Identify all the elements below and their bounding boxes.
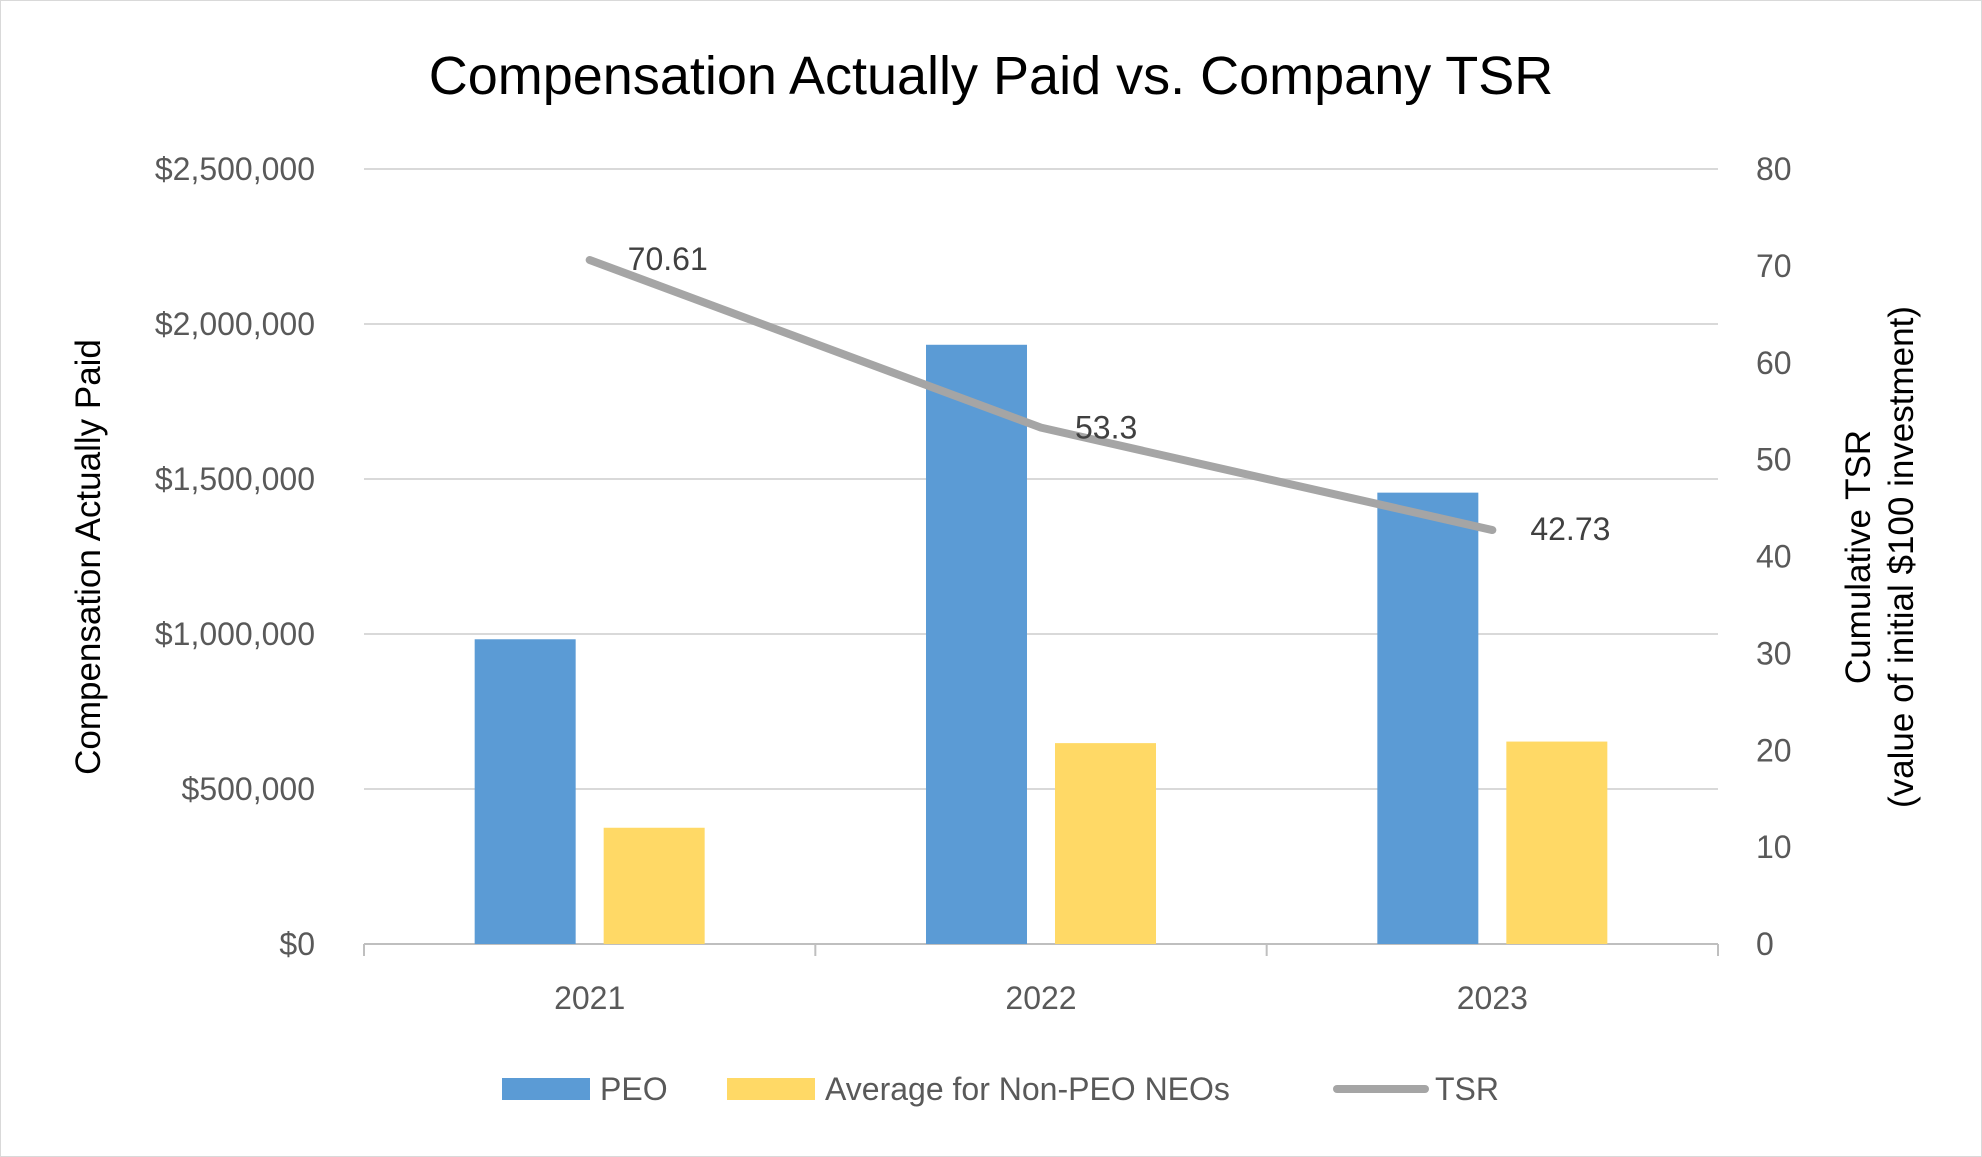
y-axis-right-label-line1: Cumulative TSR bbox=[1839, 430, 1878, 684]
tsr-data-label: 53.3 bbox=[1075, 410, 1137, 446]
tsr-line bbox=[585, 255, 1497, 535]
legend-label: Average for Non-PEO NEOs bbox=[825, 1071, 1230, 1107]
bar-peo-2022 bbox=[926, 344, 1027, 944]
y-tick-left: $2,500,000 bbox=[155, 151, 315, 187]
y-tick-right: 20 bbox=[1756, 732, 1792, 768]
x-tick-label: 2022 bbox=[1005, 980, 1076, 1016]
y-tick-left: $0 bbox=[279, 926, 315, 962]
chart-title: Compensation Actually Paid vs. Company T… bbox=[429, 46, 1554, 106]
y-tick-left: $1,500,000 bbox=[155, 461, 315, 497]
legend-swatch bbox=[727, 1078, 815, 1100]
tsr-data-label: 42.73 bbox=[1530, 511, 1610, 547]
tsr-data-label: 70.61 bbox=[628, 241, 708, 277]
y-tick-right: 40 bbox=[1756, 539, 1792, 575]
y-tick-right: 80 bbox=[1756, 151, 1792, 187]
legend-swatch bbox=[502, 1078, 590, 1100]
legend: PEO Average for Non-PEO NEOs TSR bbox=[502, 1071, 1499, 1107]
y-tick-right: 50 bbox=[1756, 442, 1792, 478]
y-tick-left: $500,000 bbox=[182, 771, 315, 807]
bar-peo-2021 bbox=[474, 639, 576, 944]
y-tick-right: 10 bbox=[1756, 829, 1792, 865]
legend-label: TSR bbox=[1435, 1071, 1499, 1107]
x-tick-label: 2021 bbox=[554, 980, 625, 1016]
y-tick-right: 60 bbox=[1756, 345, 1792, 381]
y-axis-right-label-line2: (value of initial $100 investment) bbox=[1882, 306, 1921, 808]
x-tick-label: 2023 bbox=[1457, 980, 1528, 1016]
y-tick-left: $2,000,000 bbox=[155, 306, 315, 342]
y-tick-right: 30 bbox=[1756, 635, 1792, 671]
legend-label: PEO bbox=[600, 1071, 668, 1107]
y-tick-right: 0 bbox=[1756, 926, 1774, 962]
bar-non-peo-neo-2021 bbox=[603, 827, 705, 944]
y-axis-left-label: Compensation Actually Paid bbox=[69, 339, 108, 775]
y-tick-left: $1,000,000 bbox=[155, 616, 315, 652]
bar-peo-2023 bbox=[1377, 492, 1479, 944]
bar-non-peo-neo-2022 bbox=[1055, 743, 1156, 944]
bar-non-peo-neo-2023 bbox=[1506, 741, 1608, 944]
y-tick-right: 70 bbox=[1756, 248, 1792, 284]
